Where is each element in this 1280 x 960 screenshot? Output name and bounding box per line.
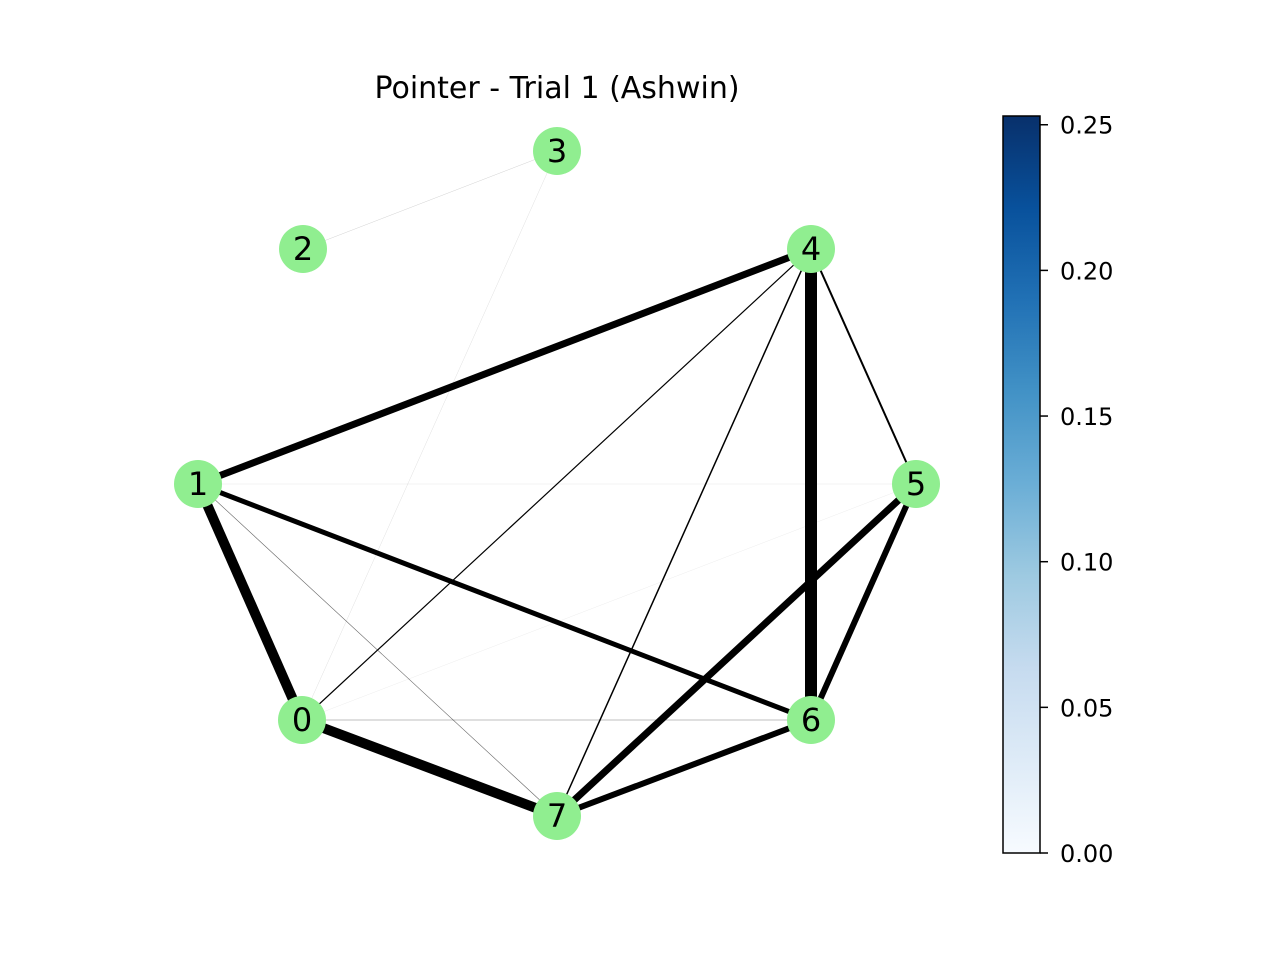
colorbar: 0.00 0.05 0.10 0.15 0.20 0.25 [1002, 112, 1113, 868]
node-label: 1 [188, 465, 208, 503]
node-circle [787, 696, 835, 744]
edge-2-3 [302, 150, 558, 250]
node-1: 1 [174, 460, 222, 508]
colorbar-ticks: 0.00 0.05 0.10 0.15 0.20 0.25 [1040, 112, 1113, 868]
node-6: 6 [787, 696, 835, 744]
node-label: 2 [293, 230, 313, 268]
colorbar-tick-label: 0.10 [1060, 549, 1113, 577]
node-circle [278, 696, 326, 744]
edge-1-4 [196, 245, 813, 488]
node-label: 7 [547, 797, 567, 835]
colorbar-tick-label: 0.20 [1060, 257, 1113, 285]
node-circle [787, 225, 835, 273]
edges-layer [193, 150, 919, 821]
node-circle [533, 127, 581, 175]
node-2: 2 [279, 225, 327, 273]
edge-6-7 [555, 717, 813, 819]
figure-title: Pointer - Trial 1 (Ashwin) [374, 71, 739, 106]
node-label: 5 [906, 465, 926, 503]
edge-4-7 [556, 248, 812, 817]
node-5: 5 [892, 460, 940, 508]
edge-4-0 [301, 248, 812, 721]
node-3: 3 [533, 127, 581, 175]
colorbar-tick-label: 0.00 [1060, 840, 1113, 868]
edge-5-6 [808, 482, 919, 722]
node-0: 0 [278, 696, 326, 744]
nodes-layer: 0 1 2 3 4 5 6 7 [174, 127, 940, 840]
edge-1-0 [193, 481, 307, 723]
colorbar-tick-label: 0.15 [1060, 403, 1113, 431]
edge-1-7 [197, 483, 558, 817]
edge-0-5 [301, 483, 917, 721]
node-circle [279, 225, 327, 273]
colorbar-tick-label: 0.05 [1060, 694, 1113, 722]
node-label: 4 [801, 230, 821, 268]
node-circle [533, 792, 581, 840]
node-circle [174, 460, 222, 508]
edge-0-7 [300, 715, 559, 821]
edge-5-7 [554, 481, 919, 819]
node-4: 4 [787, 225, 835, 273]
colorbar-tick-label: 0.25 [1060, 112, 1113, 140]
node-7: 7 [533, 792, 581, 840]
node-label: 3 [547, 132, 567, 170]
node-label: 6 [801, 701, 821, 739]
node-label: 0 [292, 701, 312, 739]
edge-4-5 [810, 248, 917, 485]
edge-1-6 [197, 481, 812, 723]
edge-3-0 [301, 150, 558, 721]
node-circle [892, 460, 940, 508]
colorbar-gradient [1002, 115, 1041, 854]
